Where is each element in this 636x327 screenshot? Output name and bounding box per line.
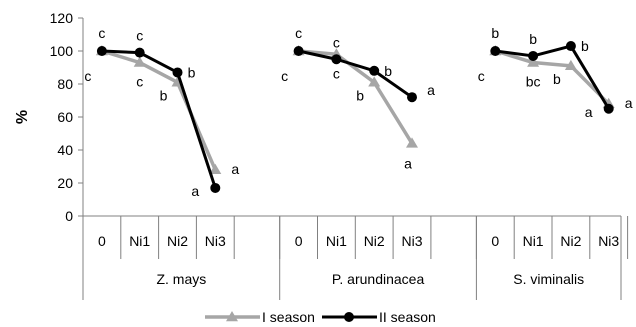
- significance-letter-i-season: c: [281, 68, 288, 84]
- y-tick-label: 40: [57, 142, 73, 158]
- data-point-circle: [369, 65, 380, 76]
- significance-letter-i-season: b: [553, 71, 561, 87]
- data-point-circle: [210, 182, 221, 193]
- significance-letter-i-season: c: [84, 68, 91, 84]
- significance-letter-i-season: a: [625, 95, 633, 111]
- x-group-label: P. arundinacea: [332, 271, 425, 287]
- x-category-label: 0: [98, 233, 106, 249]
- x-category-label: Ni3: [205, 233, 226, 249]
- data-point-circle: [331, 54, 342, 65]
- x-group-label: S. viminalis: [513, 271, 584, 287]
- data-point-circle: [603, 103, 614, 114]
- series-line-i-season: [494, 49, 610, 106]
- significance-letter-i-season: c: [136, 74, 143, 90]
- significance-letter-ii-season: b: [491, 25, 499, 41]
- x-category-label: Ni2: [560, 233, 581, 249]
- data-point-triangle: [226, 311, 238, 322]
- x-group-label: Z. mays: [156, 271, 206, 287]
- significance-letter-ii-season: c: [333, 34, 340, 50]
- series-line-ii-season: [101, 49, 217, 189]
- significance-letter-i-season: b: [160, 87, 168, 103]
- series-line-ii-season: [495, 44, 610, 110]
- x-category-label: 0: [295, 233, 303, 249]
- data-point-triangle: [209, 163, 222, 174]
- data-point-circle: [490, 46, 501, 56]
- significance-letter-ii-season: b: [188, 64, 196, 80]
- x-category-label: Ni1: [129, 233, 150, 249]
- significance-letter-ii-season: b: [581, 38, 589, 54]
- x-category-label: Ni3: [598, 233, 619, 249]
- data-point-circle: [344, 312, 354, 322]
- significance-letter-i-season: a: [404, 155, 412, 171]
- x-category-label: Ni1: [326, 233, 347, 249]
- x-category-label: Ni1: [523, 233, 544, 249]
- y-tick-label: 60: [57, 109, 73, 125]
- data-point-circle: [565, 41, 576, 52]
- legend-label-ii-season: II season: [379, 309, 436, 325]
- data-point-circle: [172, 67, 183, 78]
- significance-letter-i-season: b: [356, 87, 364, 103]
- y-tick-label: 0: [65, 208, 73, 224]
- data-point-triangle: [527, 56, 540, 67]
- x-category-label: Ni2: [364, 233, 385, 249]
- data-point-circle: [407, 92, 417, 103]
- data-point-circle: [528, 50, 539, 61]
- y-tick-label: 120: [50, 10, 74, 26]
- significance-letter-ii-season: a: [585, 104, 593, 120]
- significance-letter-ii-season: b: [384, 63, 392, 79]
- data-point-triangle: [564, 59, 577, 71]
- y-tick-label: 80: [57, 76, 73, 92]
- x-category-label: Ni2: [167, 233, 188, 249]
- y-tick-label: 100: [50, 43, 74, 59]
- series-line-i-season: [101, 49, 217, 171]
- significance-letter-ii-season: a: [191, 183, 199, 199]
- x-category-label: Ni3: [401, 233, 422, 249]
- significance-letter-i-season: a: [231, 161, 239, 177]
- x-category-label: 0: [491, 233, 499, 249]
- significance-letter-ii-season: c: [98, 25, 105, 41]
- significance-letter-ii-season: c: [136, 28, 143, 44]
- significance-letter-i-season: bc: [526, 74, 541, 90]
- significance-letter-ii-season: a: [427, 82, 435, 98]
- data-point-circle: [293, 46, 304, 56]
- data-point-triangle: [406, 137, 418, 148]
- y-tick-label: 20: [57, 175, 73, 191]
- data-point-circle: [134, 47, 145, 58]
- significance-letter-i-season: c: [333, 65, 340, 81]
- significance-letter-ii-season: b: [529, 31, 537, 47]
- significance-letter-ii-season: c: [295, 25, 302, 41]
- y-axis-label: %: [14, 110, 31, 124]
- data-point-triangle: [368, 76, 381, 87]
- data-point-triangle: [133, 56, 146, 67]
- legend-label-i-season: I season: [262, 309, 315, 325]
- data-point-circle: [96, 46, 107, 56]
- series-line-ii-season: [298, 49, 413, 99]
- significance-letter-i-season: c: [478, 68, 485, 84]
- series-line-i-season: [298, 49, 414, 145]
